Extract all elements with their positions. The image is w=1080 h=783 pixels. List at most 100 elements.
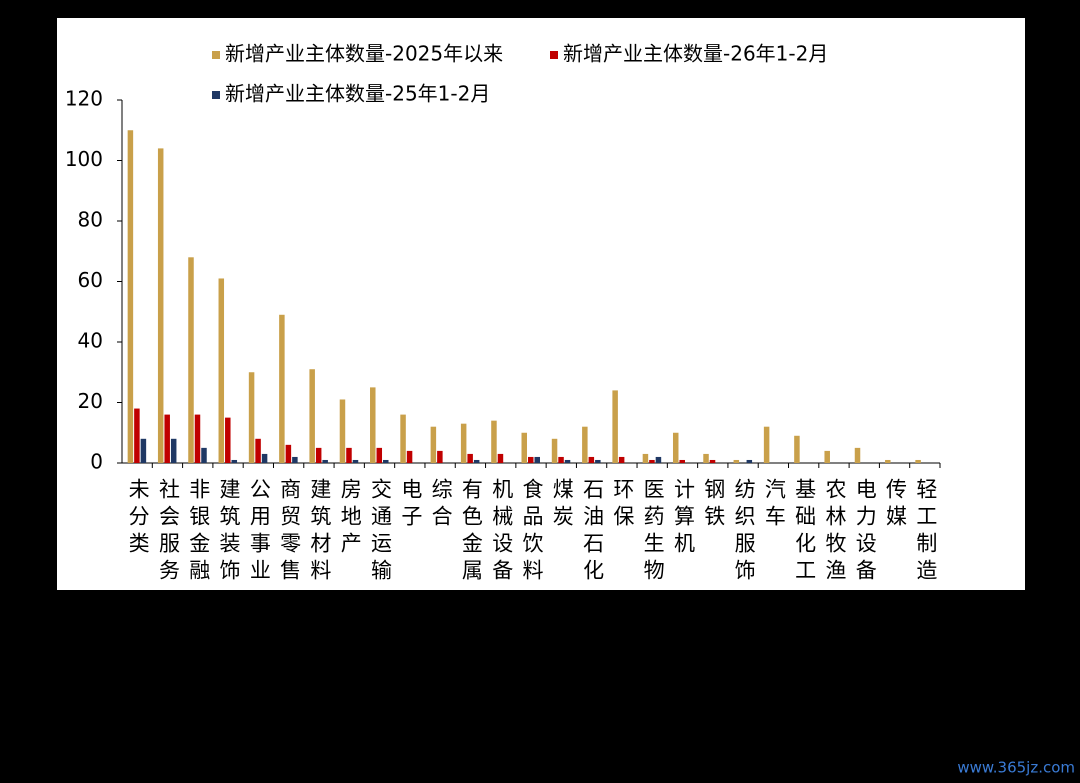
x-tick-label: 计算机 <box>671 478 695 559</box>
x-tick-label: 综合 <box>429 478 453 532</box>
x-tick-label: 石油石化 <box>581 478 605 586</box>
x-tick-label: 汽车 <box>762 478 786 532</box>
bar <box>763 426 770 463</box>
bar <box>292 456 298 463</box>
bar <box>885 459 891 463</box>
bar <box>558 456 564 463</box>
bar <box>733 459 740 463</box>
bar <box>261 453 268 463</box>
legend-label: 新增产业主体数量-26年1-2月 <box>563 42 828 66</box>
bar <box>164 414 170 463</box>
bar <box>746 459 753 463</box>
x-tick-label: 建筑装饰 <box>217 478 241 586</box>
x-tick-label: 机械设备 <box>490 478 514 586</box>
x-tick-label: 电子 <box>399 478 423 532</box>
bar <box>406 450 413 463</box>
bar <box>231 459 238 463</box>
x-tick-label: 交通运输 <box>369 478 393 586</box>
x-tick-label: 公用事业 <box>247 478 271 586</box>
bar <box>315 447 322 463</box>
bar <box>352 459 359 463</box>
x-tick-label: 房地产 <box>338 478 362 559</box>
x-tick-label: 食品饮料 <box>520 478 544 586</box>
bar <box>157 148 164 463</box>
bar <box>824 450 830 463</box>
bar <box>218 278 225 463</box>
watermark: www.365jz.com <box>957 759 1075 777</box>
bar <box>588 456 595 463</box>
x-tick-label: 纺织服饰 <box>732 478 756 586</box>
bar <box>672 432 679 463</box>
bar <box>612 390 618 463</box>
bar <box>370 387 376 463</box>
bar <box>170 438 177 463</box>
bar <box>248 372 255 463</box>
y-tick-label: 40 <box>78 329 103 353</box>
bar <box>339 399 346 463</box>
y-tick-label: 20 <box>78 389 103 413</box>
bar <box>473 459 480 463</box>
bar <box>642 453 649 463</box>
x-tick-label: 钢铁 <box>702 478 726 532</box>
plot-background <box>57 18 1025 590</box>
bar <box>383 459 389 463</box>
legend-label: 新增产业主体数量-25年1-2月 <box>225 82 490 106</box>
bar <box>467 453 473 463</box>
bar <box>127 130 134 463</box>
x-tick-label: 社会服务 <box>156 478 180 586</box>
bar <box>528 456 534 463</box>
y-tick-label: 100 <box>65 147 103 171</box>
bar <box>194 414 201 463</box>
bar <box>655 456 662 463</box>
bar <box>140 438 147 463</box>
bar <box>460 423 467 463</box>
bar <box>225 417 231 463</box>
x-tick-label: 轻工制造 <box>914 478 938 586</box>
bar <box>618 456 625 463</box>
x-tick-label: 煤炭 <box>550 478 574 532</box>
bar <box>854 447 861 463</box>
x-tick-label: 农林牧渔 <box>823 478 847 586</box>
legend-label: 新增产业主体数量-2025年以来 <box>225 42 503 66</box>
bar <box>201 447 207 463</box>
bar <box>279 314 285 463</box>
legend-swatch <box>550 51 558 59</box>
bar <box>497 453 504 463</box>
x-tick-label: 医药生物 <box>641 478 665 586</box>
y-tick-label: 0 <box>90 450 103 474</box>
bar <box>915 459 921 463</box>
x-tick-label: 基础化工 <box>793 478 817 586</box>
bar <box>551 438 558 463</box>
bar <box>188 257 194 463</box>
x-tick-label: 有色金属 <box>459 478 483 586</box>
bar <box>322 459 328 463</box>
bar <box>709 459 716 463</box>
bar <box>649 459 655 463</box>
bar <box>430 426 437 463</box>
bar <box>400 414 406 463</box>
y-tick-label: 80 <box>78 208 103 232</box>
x-tick-label: 传媒 <box>884 478 908 532</box>
x-tick-label: 环保 <box>611 478 635 532</box>
y-tick-label: 120 <box>65 87 103 111</box>
bar <box>285 444 292 463</box>
x-tick-label: 非银金融 <box>187 478 211 586</box>
bar <box>491 420 497 463</box>
x-tick-label: 电力设备 <box>853 478 877 586</box>
bar <box>346 447 352 463</box>
x-tick-label: 建筑材料 <box>308 478 332 586</box>
bar <box>376 447 383 463</box>
bar <box>521 432 527 463</box>
y-tick-label: 60 <box>78 268 103 292</box>
bar <box>437 450 443 463</box>
bar <box>582 426 588 463</box>
bar <box>679 459 685 463</box>
x-tick-label: 商贸零售 <box>278 478 302 586</box>
bar <box>564 459 571 463</box>
legend-swatch <box>212 91 220 99</box>
legend-swatch <box>212 51 220 59</box>
bar <box>703 453 709 463</box>
bar <box>134 408 140 463</box>
bar <box>309 369 315 463</box>
